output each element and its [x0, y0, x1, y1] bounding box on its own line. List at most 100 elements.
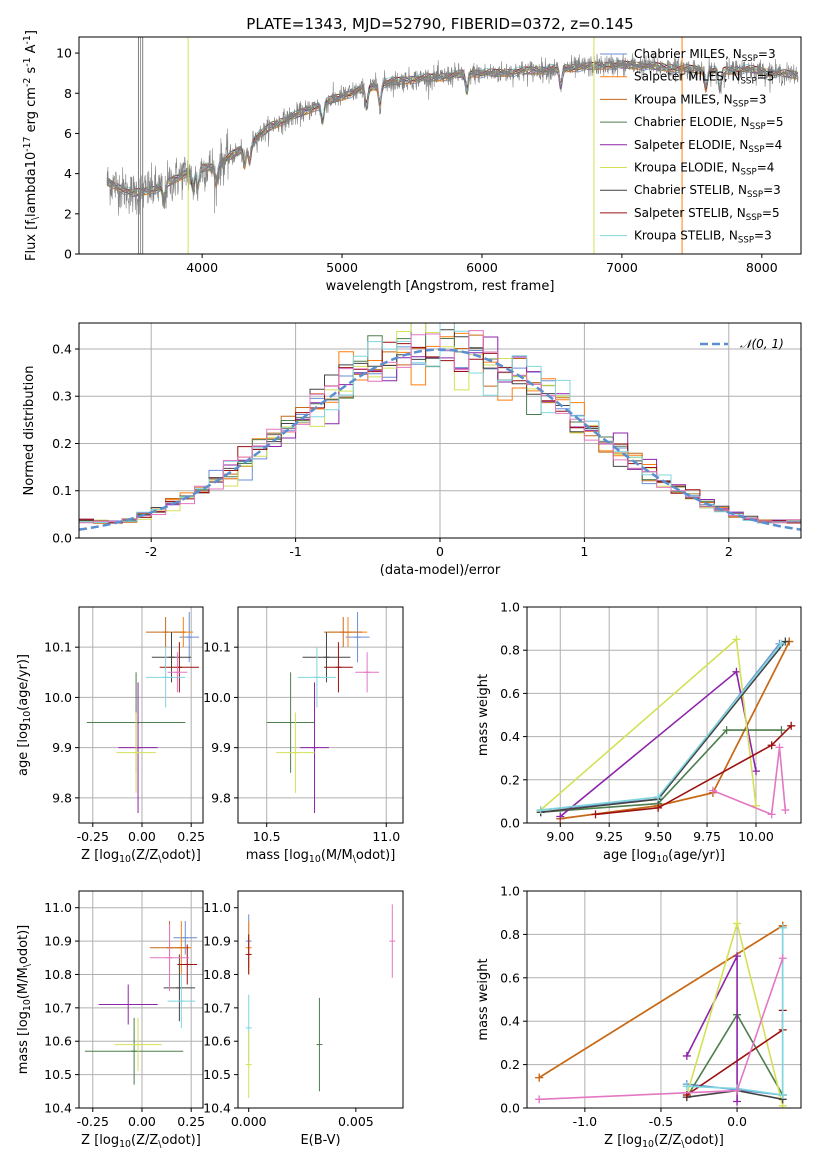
y-tick-label: 0.0 — [500, 1101, 520, 1116]
panel-0: 4000 5000 6000 7000 8000 0 2 4 6 8 10 wavelength [A… — [22, 30, 802, 294]
y-tick-label: 0.0 — [500, 816, 520, 831]
axes-frame — [237, 890, 404, 1109]
y-tick-label: 0.4 — [52, 341, 72, 356]
plus-marker — [781, 806, 790, 815]
axes-frame — [526, 606, 802, 824]
y-tick-label: 0.6 — [500, 686, 520, 701]
legend-label: Chabrier STELIB, NSSP=3 — [634, 183, 781, 200]
panel-4: 9.00 9.25 9.50 9.75 10.00 0.0 0.2 0.4 0.6 0.8 1.0 a… — [476, 600, 802, 865]
mass-weight-line — [595, 725, 792, 816]
y-tick-label: 10.6 — [203, 1034, 231, 1049]
y-tick-label: 10.5 — [44, 1067, 72, 1082]
plus-marker — [535, 1073, 544, 1082]
mass-weight-line — [538, 925, 784, 1079]
legend-label: Kroupa ELODIE, NSSP=4 — [634, 161, 774, 178]
x-tick-label: -2 — [145, 544, 157, 559]
histogram-step — [79, 330, 801, 525]
y-axis-label: mass weight — [476, 958, 491, 1040]
plot-area — [536, 635, 796, 823]
axes-frame — [78, 36, 802, 255]
plus-marker — [732, 667, 741, 676]
legend-label: Chabrier ELODIE, NSSP=5 — [634, 115, 783, 132]
y-tick-label: 9.8 — [211, 790, 231, 805]
plus-marker — [732, 635, 741, 644]
y-tick-label: 10.9 — [203, 934, 231, 949]
x-tick-label: 2 — [725, 544, 733, 559]
mass-weight-line — [540, 729, 782, 813]
y-tick-label: 11.0 — [203, 900, 231, 915]
plus-marker — [733, 1097, 742, 1106]
y-axis-label: Normed distribution — [22, 366, 37, 496]
y-tick-label: 1.0 — [500, 600, 520, 615]
axes-frame — [237, 606, 404, 824]
y-tick-label: 10.4 — [44, 1101, 72, 1116]
x-tick-label: 5000 — [326, 260, 358, 275]
mass-weight-line — [540, 641, 786, 813]
plus-marker — [556, 812, 565, 821]
x-axis-label: age [log10(age/yr)] — [603, 848, 725, 865]
y-tick-label: 1.0 — [500, 884, 520, 899]
axes-ticks: 0.000 0.005 10.4 10.5 10.6 10.7 10.8 10.9 11.0 — [203, 900, 374, 1129]
y-tick-label: 9.9 — [52, 740, 72, 755]
plot-area — [86, 612, 200, 813]
plus-marker — [535, 1095, 544, 1104]
y-tick-label: 6 — [64, 126, 72, 141]
legend-label: Salpeter STELIB, NSSP=5 — [634, 206, 780, 223]
y-tick-label: 10.1 — [44, 640, 72, 655]
x-tick-label: 0.005 — [338, 1114, 374, 1129]
legend: 𝒩(0, 1) — [700, 337, 784, 351]
x-tick-label: -1.0 — [573, 1114, 597, 1129]
x-tick-label: -1 — [289, 544, 301, 559]
x-tick-label: 8000 — [746, 260, 778, 275]
y-tick-label: 10.8 — [44, 967, 72, 982]
x-tick-label: 1 — [580, 544, 588, 559]
axes-frame — [78, 322, 802, 539]
legend-label: Salpeter ELODIE, NSSP=4 — [634, 138, 782, 155]
axes-frame — [526, 890, 802, 1109]
y-tick-label: 2 — [64, 206, 72, 221]
x-axis-label: E(B-V) — [300, 1133, 340, 1148]
plus-marker — [777, 639, 786, 648]
plus-marker — [722, 726, 731, 735]
axes-ticks: -0.25 0.00 0.25 9.8 9.9 10.0 10.1 — [44, 640, 205, 844]
x-tick-label: 0 — [436, 544, 444, 559]
legend: Chabrier MILES, NSSP=3 Salpeter MILES, NS… — [600, 47, 783, 246]
observed-spectrum-line — [106, 53, 799, 216]
plus-marker — [708, 786, 717, 795]
legend-label: Kroupa STELIB, NSSP=3 — [634, 229, 772, 246]
panel-5: -0.25 0.00 0.25 10.4 10.5 10.6 10.7 10.8 10.9 11.… — [16, 890, 205, 1150]
y-tick-label: 0.1 — [52, 483, 72, 498]
y-tick-label: 10.8 — [203, 967, 231, 982]
y-tick-label: 10.6 — [44, 1034, 72, 1049]
plus-marker — [775, 743, 784, 752]
plus-marker — [733, 919, 742, 928]
axes-frame — [78, 606, 204, 824]
x-tick-label: -0.5 — [649, 1114, 673, 1129]
y-tick-label: 10.0 — [44, 690, 72, 705]
y-tick-label: 9.9 — [211, 740, 231, 755]
y-tick-label: 0.2 — [52, 436, 72, 451]
plus-marker — [682, 1051, 691, 1060]
grid — [238, 607, 403, 823]
y-tick-label: 0 — [64, 247, 72, 262]
plot-area — [245, 904, 396, 1098]
x-tick-label: 0.25 — [177, 829, 205, 844]
y-tick-label: 0.8 — [500, 643, 520, 658]
y-tick-label: 10.9 — [44, 934, 72, 949]
legend-label: Salpeter MILES, NSSP=5 — [634, 70, 774, 87]
legend-label: Kroupa MILES, NSSP=3 — [634, 92, 767, 109]
plot-area — [79, 323, 801, 531]
legend-label: Chabrier MILES, NSSP=3 — [634, 47, 776, 64]
plus-marker — [767, 810, 776, 819]
x-axis-label: (data-model)/error — [380, 563, 501, 578]
x-tick-label: 7000 — [606, 260, 638, 275]
plus-marker — [654, 793, 663, 802]
x-axis-label: Z [log10(Z/Z\odot)] — [604, 1133, 724, 1150]
y-tick-label: 10.1 — [203, 640, 231, 655]
plus-marker — [591, 810, 600, 819]
y-axis-label: age [log10(age/yr)] — [16, 654, 33, 776]
legend-label: 𝒩(0, 1) — [740, 337, 784, 351]
x-axis-label: mass [log10(M/M\odot)] — [246, 848, 396, 865]
x-axis-label: Z [log10(Z/Z\odot)] — [81, 848, 201, 865]
panel-6: 0.000 0.005 10.4 10.5 10.6 10.7 10.8 10.9 11.0 E(… — [203, 890, 404, 1148]
